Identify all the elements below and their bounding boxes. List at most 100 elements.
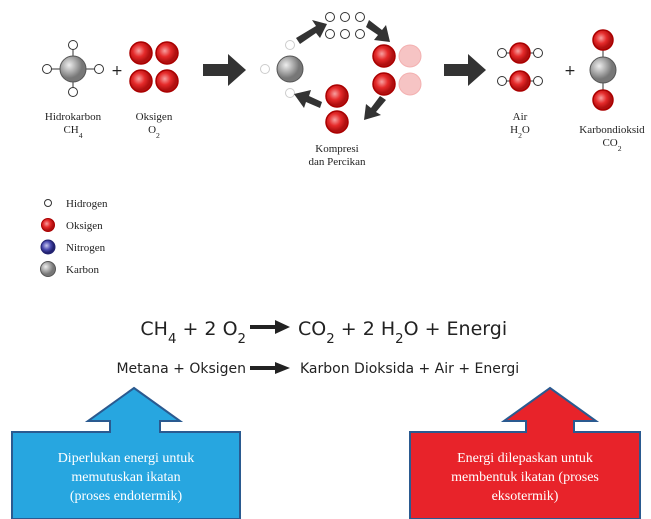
legend-label: Oksigen	[66, 220, 103, 232]
oxygen-molecules-part	[155, 41, 179, 65]
word-equation-right: Karbon Dioksida + Air + Energi	[300, 361, 519, 377]
co2-molecule-part	[592, 29, 614, 51]
callout-text: (proses endotermik)	[70, 489, 183, 504]
breaking-molecules-part-part	[296, 20, 327, 44]
breaking-molecules-part	[260, 40, 295, 98]
subscript: 2	[395, 332, 403, 347]
formula-text: H	[510, 124, 518, 136]
breaking-molecules-part-part	[355, 12, 365, 22]
breaking-molecules-part-part	[285, 88, 295, 98]
breaking-molecules-part-part	[325, 29, 335, 39]
oxygen-molecules-part	[129, 41, 153, 65]
breaking-molecules-part-part	[398, 72, 422, 96]
subscript: 2	[618, 144, 622, 153]
formula-text: O	[522, 124, 530, 136]
breaking-molecules-part-part	[340, 29, 350, 39]
methane-molecule-part	[94, 64, 104, 74]
water-molecules-part-part	[497, 48, 507, 58]
co2-label: Karbondioksid	[579, 124, 645, 136]
subscript: 2	[518, 131, 522, 140]
methane-molecule	[42, 40, 104, 97]
legend-part	[41, 218, 55, 232]
formula-text: O	[148, 124, 156, 136]
plus-sign: +	[564, 63, 576, 79]
formula-text: + 2 O	[176, 318, 237, 340]
legend-label: Karbon	[66, 264, 99, 276]
oxygen-molecules	[129, 41, 179, 93]
water-formula: H2O	[510, 124, 530, 140]
callout-text: memutuskan ikatan	[71, 470, 180, 485]
equation-right: CO2 + 2 H2O + Energi	[298, 318, 507, 347]
methane-molecule-part	[68, 40, 78, 50]
breaking-molecules-part-part	[355, 29, 365, 39]
callout-text: Energi dilepaskan untuk	[457, 451, 593, 466]
water-molecules-part-part	[509, 70, 531, 92]
methane-molecule-part	[42, 64, 52, 74]
subscript: 2	[326, 332, 334, 347]
breaking-molecules-part-part	[325, 12, 335, 22]
legend-label: Hidrogen	[66, 198, 108, 210]
breaking-molecules-part-part	[372, 44, 396, 68]
water-molecules-part-part	[533, 76, 543, 86]
callout-text: Diperlukan energi untuk	[58, 451, 195, 466]
methane-molecule-part	[59, 55, 87, 83]
equation-left: CH4 + 2 O2	[140, 318, 246, 347]
formula-text: CH	[140, 318, 168, 340]
breaking-molecules	[260, 12, 422, 134]
co2-molecule-part	[592, 89, 614, 111]
callout-text: membentuk ikatan (proses	[451, 470, 599, 485]
methane-molecule-part	[68, 87, 78, 97]
co2-formula: CO2	[602, 137, 621, 153]
formula-text: CO	[298, 318, 326, 340]
equation-arrow	[250, 362, 290, 374]
water-molecules-part-part	[497, 76, 507, 86]
hydrocarbon-formula: CH4	[63, 124, 82, 140]
subscript: 2	[238, 332, 246, 347]
breaking-molecules-part	[325, 12, 365, 39]
breaking-molecules-part-part	[260, 64, 270, 74]
breaking-molecules-part-part	[366, 20, 390, 42]
water-molecules-part	[509, 42, 531, 92]
breaking-molecules-part-part	[285, 40, 295, 50]
breaking-molecules-part-part	[372, 72, 396, 96]
formula-text: CH	[63, 124, 78, 136]
equation-arrow	[250, 320, 290, 334]
breaking-molecules-part-part	[294, 90, 322, 108]
formula-text: + 2 H	[335, 318, 395, 340]
legend-part	[40, 239, 56, 255]
endothermic-callout	[11, 386, 241, 519]
callout-text: eksotermik)	[492, 489, 559, 504]
breaking-molecules-part-part	[364, 96, 386, 120]
breaking-molecules-part	[294, 20, 390, 120]
process-label: Kompresi	[315, 143, 358, 155]
subscript: 4	[168, 332, 176, 347]
legend-part	[44, 199, 52, 207]
hydrocarbon-label: Hidrokarbon	[45, 111, 102, 123]
formula-text: CO	[602, 137, 617, 149]
process-label: dan Percikan	[308, 156, 366, 168]
water-label: Air	[513, 111, 528, 123]
breaking-molecules-part	[398, 44, 422, 96]
water-molecules	[497, 42, 543, 92]
reaction-arrow	[444, 54, 486, 86]
legend-label: Nitrogen	[66, 242, 106, 254]
subscript: 2	[156, 131, 160, 140]
word-equation-left: Metana + Oksigen	[116, 361, 246, 377]
co2-molecule	[589, 29, 617, 111]
oxygen-molecules-part	[129, 69, 153, 93]
breaking-molecules-part-part	[340, 12, 350, 22]
oxygen-label: Oksigen	[136, 111, 173, 123]
oxygen-molecules-part	[155, 69, 179, 93]
plus-sign: +	[111, 63, 123, 79]
co2-molecule-part	[589, 56, 617, 84]
exothermic-callout	[409, 386, 641, 519]
breaking-molecules-part-part	[398, 44, 422, 68]
breaking-molecules-part-part	[325, 84, 349, 108]
water-molecules-part-part	[509, 42, 531, 64]
subscript: 4	[79, 131, 83, 140]
breaking-molecules-part-part	[325, 110, 349, 134]
legend: Hidrogen Oksigen Nitrogen Karbon	[40, 198, 108, 277]
formula-text: O + Energi	[404, 318, 508, 340]
legend-part	[40, 261, 56, 277]
